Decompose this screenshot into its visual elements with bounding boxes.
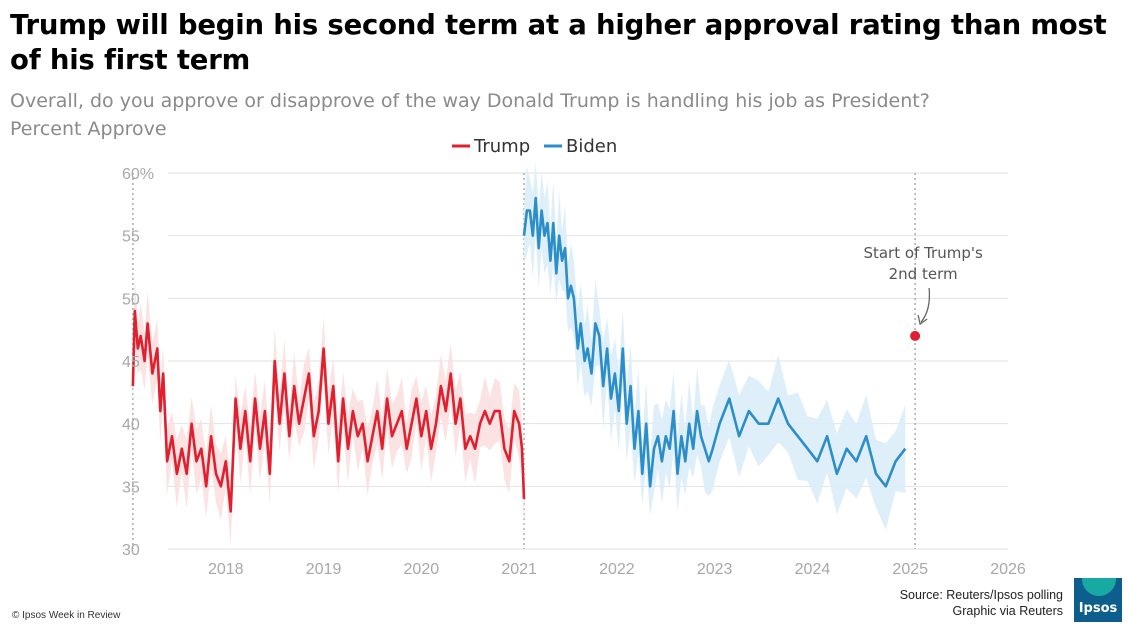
y-tick-label: 50: [122, 291, 140, 308]
annotation-text: 2nd term: [889, 265, 958, 283]
logo-arc-shape: [1082, 578, 1116, 596]
ipsos-logo: Ipsos: [1074, 578, 1122, 622]
annotation-text: Start of Trump's: [863, 244, 983, 262]
axis-ticks: 60% 55 50 45 40 35 30 2018 2019 2020 2021 2022 2023 2…: [122, 166, 1026, 578]
graphic-credit: Graphic via Reuters: [900, 603, 1063, 619]
legend-label-biden: Biden: [566, 136, 617, 157]
approval-chart: 60% 55 50 45 40 35 30 2018 2019 2020 2021 2022 2023 2…: [0, 0, 1129, 626]
y-tick-label: 40: [122, 417, 140, 434]
x-tick-label: 2021: [501, 561, 537, 578]
x-tick-label: 2024: [795, 561, 831, 578]
x-tick-label: 2023: [697, 561, 733, 578]
legend-label-trump: Trump: [473, 136, 530, 157]
second-term-start-point: [910, 331, 920, 341]
x-tick-label: 2020: [404, 561, 440, 578]
x-tick-label: 2018: [208, 561, 244, 578]
y-tick-label: 45: [122, 354, 140, 371]
annotation: Start of Trump's 2nd term: [863, 244, 983, 341]
annotation-arrow: [921, 288, 929, 322]
y-tick-label: 30: [122, 542, 140, 559]
x-tick-label: 2022: [599, 561, 635, 578]
confidence-bands: [133, 162, 905, 546]
x-tick-label: 2019: [306, 561, 342, 578]
logo-text: Ipsos: [1074, 601, 1122, 616]
y-tick-label: 55: [122, 229, 140, 246]
y-tick-label: 60%: [122, 166, 154, 183]
y-tick-label: 35: [122, 479, 140, 496]
copyright-note: © Ipsos Week in Review: [12, 610, 120, 621]
source-note: Source: Reuters/Ipsos polling Graphic vi…: [900, 587, 1063, 619]
x-tick-label: 2025: [892, 561, 928, 578]
x-tick-label: 2026: [990, 561, 1026, 578]
source-line: Source: Reuters/Ipsos polling: [900, 587, 1063, 603]
legend: Trump Biden: [452, 136, 617, 157]
biden-confidence-band: [524, 162, 905, 530]
